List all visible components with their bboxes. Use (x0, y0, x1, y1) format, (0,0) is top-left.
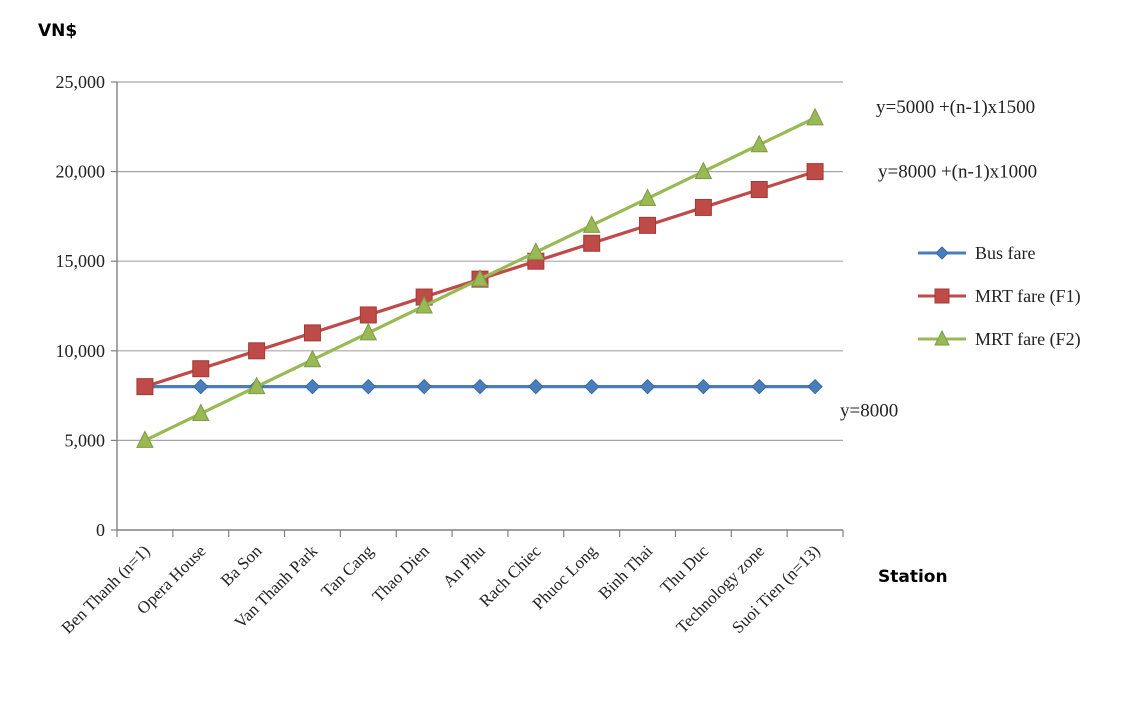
legend-label: MRT fare (F1) (975, 286, 1081, 307)
data-point (416, 378, 432, 395)
data-point (694, 161, 713, 180)
data-point (639, 216, 657, 234)
equation-annotation: y=8000 (840, 401, 898, 422)
data-point (360, 378, 377, 395)
data-point (304, 378, 321, 395)
data-point (934, 329, 950, 346)
data-point (136, 378, 154, 396)
y-tick-label: 5,000 (65, 430, 106, 450)
y-tick-label: 20,000 (56, 162, 106, 182)
data-point (193, 378, 209, 395)
data-point (806, 107, 824, 126)
data-point (415, 295, 433, 314)
data-point (303, 349, 322, 368)
x-tick-label: An Phu (439, 541, 489, 591)
y-tick-label: 15,000 (56, 251, 106, 271)
series-bus-fare (137, 378, 823, 395)
legend-item: MRT fare (F1) (918, 286, 1081, 307)
data-point (192, 360, 210, 378)
x-tick-label: Ben Thanh (n=1) (58, 541, 154, 637)
data-point (471, 269, 489, 287)
equation-annotation: y=8000 +(n-1)x1000 (878, 162, 1037, 183)
data-point (359, 322, 378, 341)
data-point (695, 378, 712, 395)
legend: Bus fare MRT fare (F1) MRT fare (F2) (918, 243, 1081, 350)
data-point (806, 163, 824, 181)
data-point (582, 215, 601, 233)
data-point (248, 342, 266, 360)
x-tick-label: Ba Son (217, 541, 266, 590)
legend-item: MRT fare (F2) (918, 329, 1081, 350)
data-point (750, 134, 769, 153)
equation-annotation: y=5000 +(n-1)x1500 (876, 97, 1035, 118)
data-point (935, 246, 949, 260)
data-point (191, 403, 210, 422)
y-tick-label: 10,000 (56, 341, 106, 361)
data-point (583, 378, 600, 395)
data-point (528, 378, 544, 395)
data-point (807, 378, 823, 395)
y-axis-title: VN$ (38, 21, 77, 41)
data-point (694, 198, 712, 216)
data-point (247, 376, 266, 395)
data-point (934, 288, 950, 304)
data-point (750, 181, 768, 199)
data-point (639, 378, 656, 395)
data-point (751, 378, 767, 395)
series-group (136, 107, 824, 448)
data-point (583, 234, 601, 252)
data-point (359, 306, 377, 324)
y-tick-label: 25,000 (56, 72, 106, 92)
legend-label: MRT fare (F2) (975, 329, 1081, 350)
data-point (303, 324, 321, 342)
x-tick-label: Thao Dien (368, 541, 433, 606)
y-tick-label: 0 (96, 520, 105, 540)
axes (111, 81, 844, 537)
data-point (638, 188, 657, 206)
gridlines (117, 81, 843, 441)
legend-label: Bus fare (975, 243, 1035, 263)
data-point (136, 430, 154, 448)
annotations: y=5000 +(n-1)x1500 y=8000 +(n-1)x1000 y=80… (840, 97, 1037, 422)
legend-item: Bus fare (918, 243, 1035, 263)
series-mrt-fare-f2 (136, 107, 824, 448)
x-tick-label: Binh Thai (595, 541, 657, 603)
y-tick-labels: 0 5,000 10,000 15,000 20,000 25,000 (56, 72, 106, 540)
data-point (472, 378, 488, 395)
data-point (527, 242, 545, 260)
x-tick-label: Thu Duc (656, 541, 712, 597)
x-axis-title: Station (878, 567, 948, 587)
